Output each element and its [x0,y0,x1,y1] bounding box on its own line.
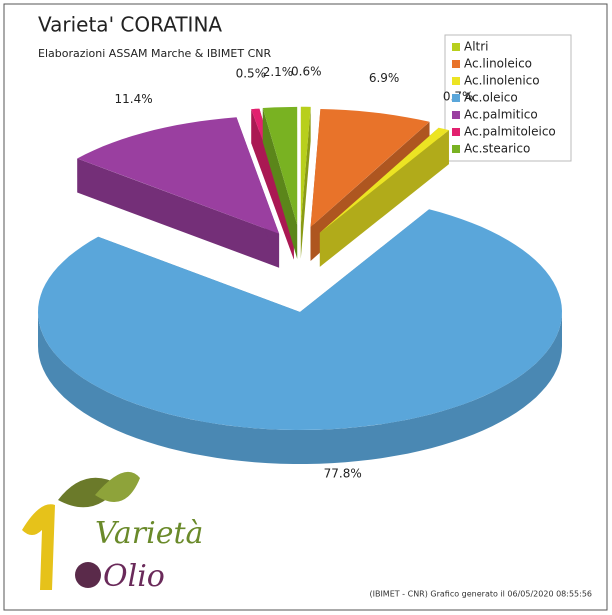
legend-label: Ac.linoleico [464,57,532,71]
legend-swatch [452,60,460,68]
legend-label: Ac.oleico [464,91,518,105]
slice-top [38,209,562,430]
slice-side [300,106,311,259]
slice-top [319,127,449,233]
slice-top [77,117,280,234]
data-label: 0.5% [236,67,267,81]
slice [300,106,311,259]
slice-wall [38,312,562,464]
legend-label: Ac.palmitico [464,108,538,122]
data-label: 0.6% [291,64,322,78]
slice-top [310,109,430,227]
slice-side [77,158,280,268]
legend-swatch [452,128,460,136]
logo-text: Varietà [95,516,203,551]
chart-subtitle: Elaborazioni ASSAM Marche & IBIMET CNR [38,47,271,60]
logo: Varietà Olio [22,471,203,594]
legend-swatch [452,111,460,119]
slice [319,127,449,267]
logo-olive [75,562,101,588]
data-label: 2.1% [263,65,294,79]
logo-text: Olio [103,559,165,594]
legend-label: Altri [464,40,489,54]
legend-label: Ac.linolenico [464,74,540,88]
logo-one [22,504,55,590]
slice-side [319,130,449,267]
slice [77,117,280,268]
legend-label: Ac.palmitoleico [464,125,556,139]
legend-swatch [452,43,460,51]
logo-leaf [95,471,140,503]
slice [262,106,298,259]
legend-swatch [452,94,460,102]
legend-swatch [452,145,460,153]
legend-box [444,34,572,162]
slice-side [262,107,298,259]
data-label: 6.9% [369,71,400,85]
chart-title: Varieta' CORATINA [38,13,222,37]
footnote: (IBIMET - CNR) Grafico generato il 06/05… [369,590,592,599]
pie: 0.6%6.9%0.7%77.8%11.4%0.5%2.1% [38,64,562,481]
legend-label: Ac.stearico [464,142,530,156]
slice-top [262,106,298,225]
data-label: 11.4% [115,92,153,106]
legend-swatch [452,77,460,85]
slice [38,209,562,464]
data-label: 77.8% [324,467,362,481]
slice-top [300,106,311,225]
legend: Altri Ac.linoleico Ac.linolenico Ac.oleico A… [452,40,556,156]
